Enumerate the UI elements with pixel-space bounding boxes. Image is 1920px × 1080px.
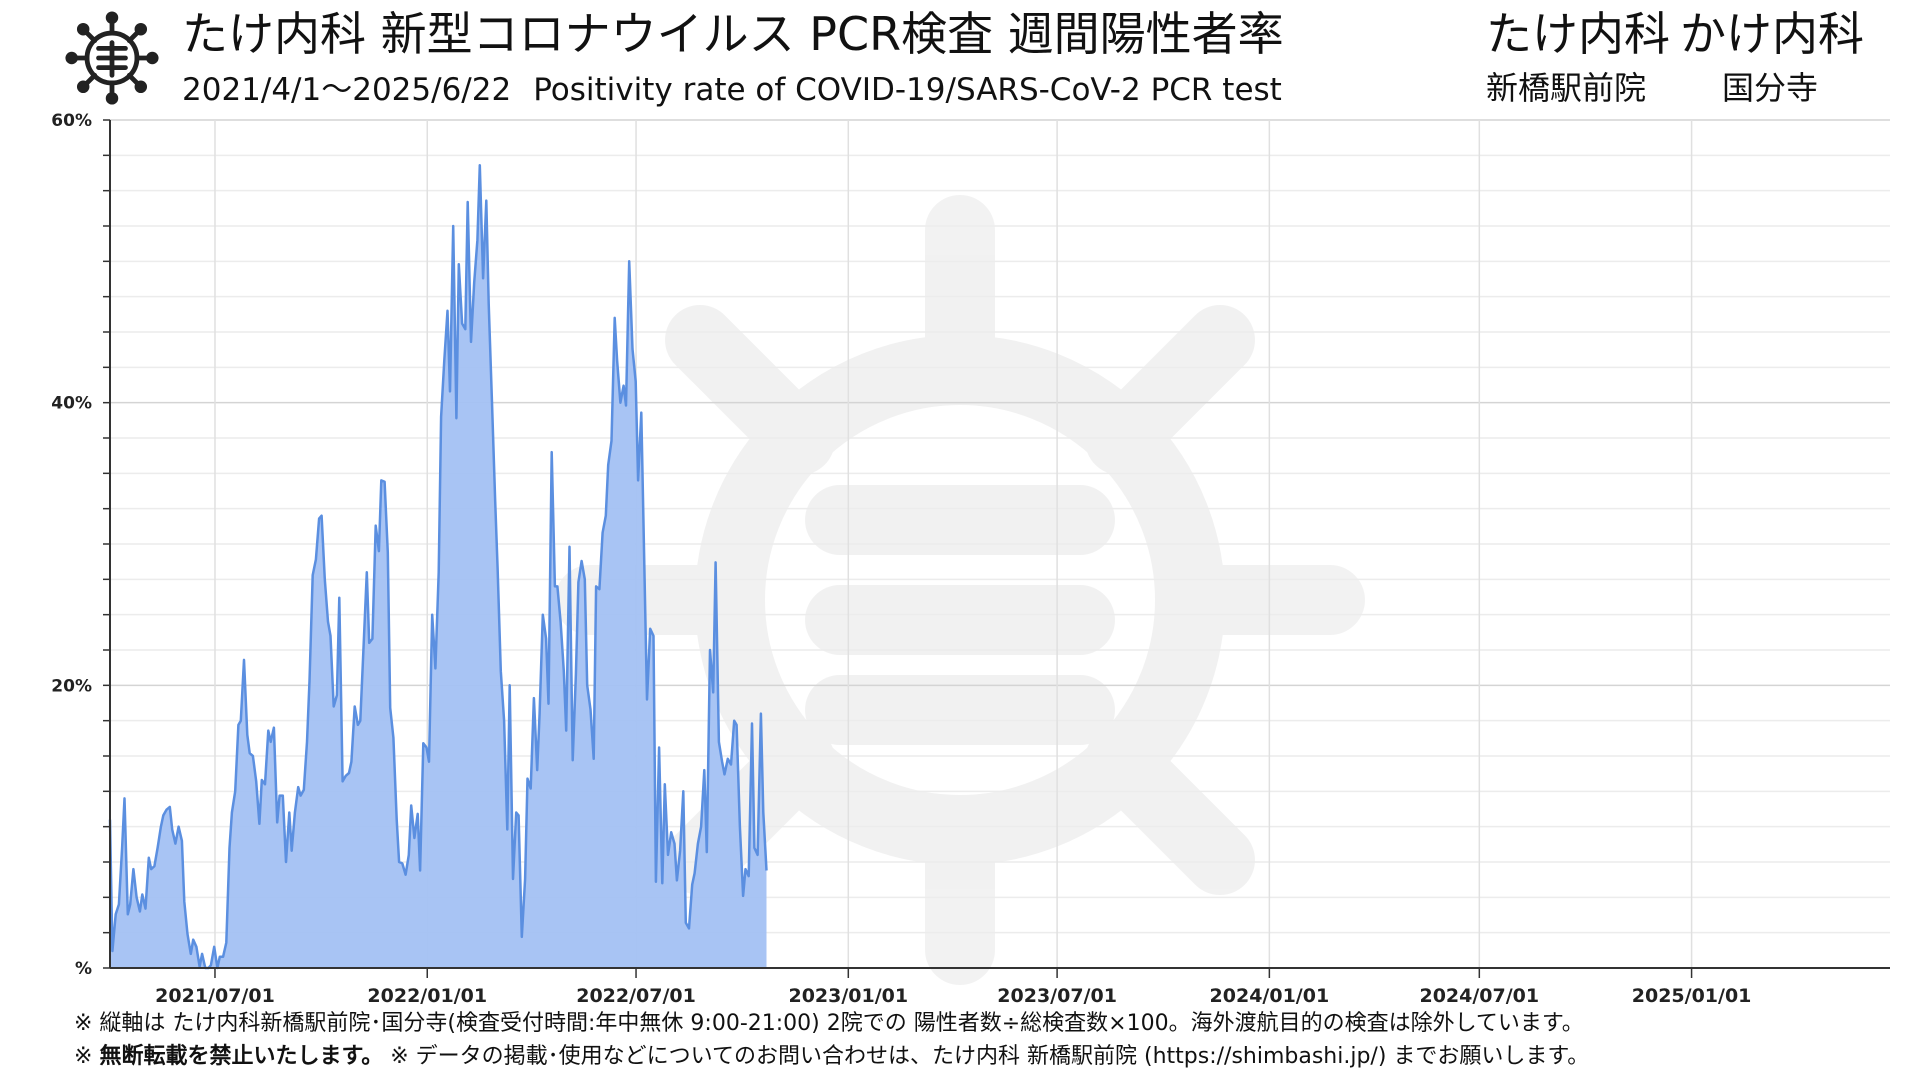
y-tick-label: 20% bbox=[51, 676, 92, 696]
clinic-branch-1: 新橋駅前院 bbox=[1486, 69, 1647, 107]
y-tick-label: 60% bbox=[51, 111, 92, 131]
english-title: Positivity rate of COVID-19/SARS-CoV-2 P… bbox=[533, 72, 1282, 108]
clinic-name-2: かけ内科 bbox=[1680, 7, 1864, 61]
no-reproduction-notice: 無断転載を禁止いたします。 bbox=[99, 1044, 384, 1069]
y-tick-labels: % 20% 40% 60% bbox=[51, 111, 92, 979]
x-tick-label: 2023/07/01 bbox=[997, 985, 1117, 1007]
y-tick-label: % bbox=[75, 959, 92, 979]
x-tick-label: 2022/07/01 bbox=[576, 985, 696, 1007]
axes bbox=[103, 119, 1890, 978]
x-tick-label: 2021/07/01 bbox=[155, 985, 275, 1007]
x-tick-label: 2024/07/01 bbox=[1419, 985, 1539, 1007]
x-tick-labels: 2021/07/01 2022/01/01 2022/07/01 2023/01/01… bbox=[155, 985, 1751, 1007]
series-line bbox=[108, 163, 768, 970]
footnote-method: ※ 縦軸は たけ内科新橋駅前院･国分寺(検査受付時間:年中無休 9:00-21:… bbox=[74, 1011, 1584, 1036]
clinic-branch-2: 国分寺 bbox=[1722, 69, 1819, 107]
x-tick-label: 2025/01/01 bbox=[1632, 985, 1752, 1007]
x-tick-label: 2022/01/01 bbox=[367, 985, 487, 1007]
virus-logo-icon bbox=[65, 11, 159, 105]
data-area bbox=[108, 163, 768, 970]
chart-title: たけ内科 新型コロナウイルス PCR検査 週間陽性者率 bbox=[182, 7, 1284, 61]
x-tick-label: 2023/01/01 bbox=[788, 985, 908, 1007]
date-range: 2021/4/1〜2025/6/22 bbox=[182, 72, 512, 108]
footnote-copyright: ※ 無断転載を禁止いたします。 ※ データの掲載･使用などについてのお問い合わせ… bbox=[74, 1044, 1590, 1069]
y-tick-label: 40% bbox=[51, 394, 92, 414]
chart-subtitle: 2021/4/1〜2025/6/22 Positivity rate of COV… bbox=[182, 70, 1282, 110]
clinic-name-1: たけ内科 bbox=[1486, 7, 1670, 61]
x-tick-label: 2024/01/01 bbox=[1210, 985, 1330, 1007]
